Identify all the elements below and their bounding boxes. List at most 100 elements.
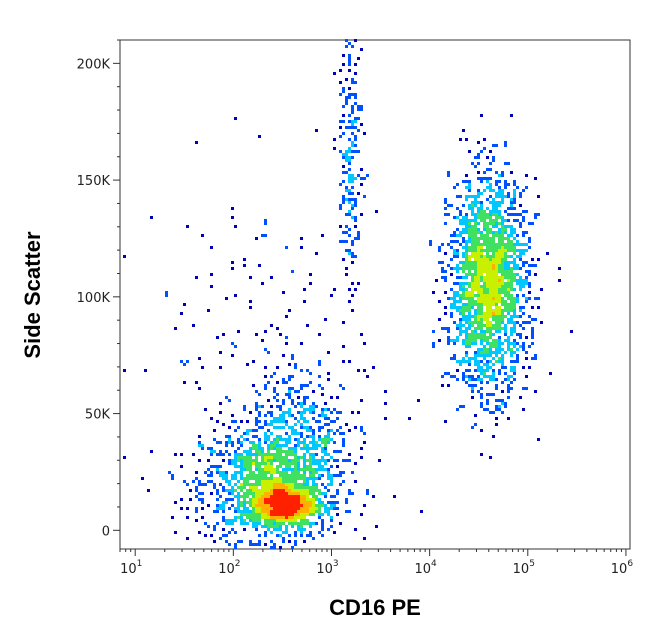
data-point [510, 369, 513, 372]
data-point [342, 105, 345, 108]
data-point [270, 411, 273, 414]
data-point [294, 507, 297, 510]
data-point [312, 462, 315, 465]
data-point [465, 297, 468, 300]
data-point [276, 492, 279, 495]
x-tick-label: 104 [415, 559, 438, 577]
data-point [300, 387, 303, 390]
data-point [264, 525, 267, 528]
data-point [474, 240, 477, 243]
data-point [195, 486, 198, 489]
data-point [489, 195, 492, 198]
data-point [276, 405, 279, 408]
data-point [234, 507, 237, 510]
data-point [297, 528, 300, 531]
data-point [498, 285, 501, 288]
data-point [252, 513, 255, 516]
data-point [513, 267, 516, 270]
data-point [279, 528, 282, 531]
data-point [501, 300, 504, 303]
data-point [465, 255, 468, 258]
data-point [477, 258, 480, 261]
data-point [315, 471, 318, 474]
data-point [477, 291, 480, 294]
data-point [333, 501, 336, 504]
data-point [270, 546, 273, 549]
data-point [228, 519, 231, 522]
data-point [348, 63, 351, 66]
data-point [504, 255, 507, 258]
data-point [234, 474, 237, 477]
data-point [336, 450, 339, 453]
data-point [324, 450, 327, 453]
data-point [489, 342, 492, 345]
data-point [498, 321, 501, 324]
data-point [456, 336, 459, 339]
data-point [498, 180, 501, 183]
data-point [495, 282, 498, 285]
data-point [342, 87, 345, 90]
data-point [486, 315, 489, 318]
data-point [459, 327, 462, 330]
data-point [318, 510, 321, 513]
data-point [249, 501, 252, 504]
data-point [534, 297, 537, 300]
data-point [342, 114, 345, 117]
data-point [309, 459, 312, 462]
data-point [489, 222, 492, 225]
data-point [459, 324, 462, 327]
data-point [492, 234, 495, 237]
data-point [453, 357, 456, 360]
data-point [531, 306, 534, 309]
data-point [483, 177, 486, 180]
data-point [276, 366, 279, 369]
data-point [336, 411, 339, 414]
data-point [465, 186, 468, 189]
data-point [486, 363, 489, 366]
data-point [273, 441, 276, 444]
data-point [570, 330, 573, 333]
data-point [483, 363, 486, 366]
data-point [486, 393, 489, 396]
data-point [495, 378, 498, 381]
data-point [438, 246, 441, 249]
data-point [276, 528, 279, 531]
data-point [285, 528, 288, 531]
data-point [267, 492, 270, 495]
data-point [522, 264, 525, 267]
data-point [354, 93, 357, 96]
data-point [270, 510, 273, 513]
data-point [282, 459, 285, 462]
data-point [462, 264, 465, 267]
data-point [330, 477, 333, 480]
data-point [339, 240, 342, 243]
data-point [354, 255, 357, 258]
data-point [489, 264, 492, 267]
data-point [270, 471, 273, 474]
data-point [507, 339, 510, 342]
data-point [327, 423, 330, 426]
data-point [234, 294, 237, 297]
data-point [288, 534, 291, 537]
data-point [465, 252, 468, 255]
data-point [339, 69, 342, 72]
data-point [141, 477, 144, 480]
data-point [282, 510, 285, 513]
data-point [351, 198, 354, 201]
data-point [363, 132, 366, 135]
data-point [483, 300, 486, 303]
data-point [489, 348, 492, 351]
data-point [345, 45, 348, 48]
data-point [327, 432, 330, 435]
data-point [525, 261, 528, 264]
data-point [453, 306, 456, 309]
data-point [219, 504, 222, 507]
data-point [498, 255, 501, 258]
data-point [336, 507, 339, 510]
data-point [285, 465, 288, 468]
data-point [303, 501, 306, 504]
data-point [189, 498, 192, 501]
data-point [222, 501, 225, 504]
data-point [459, 297, 462, 300]
data-point [249, 471, 252, 474]
